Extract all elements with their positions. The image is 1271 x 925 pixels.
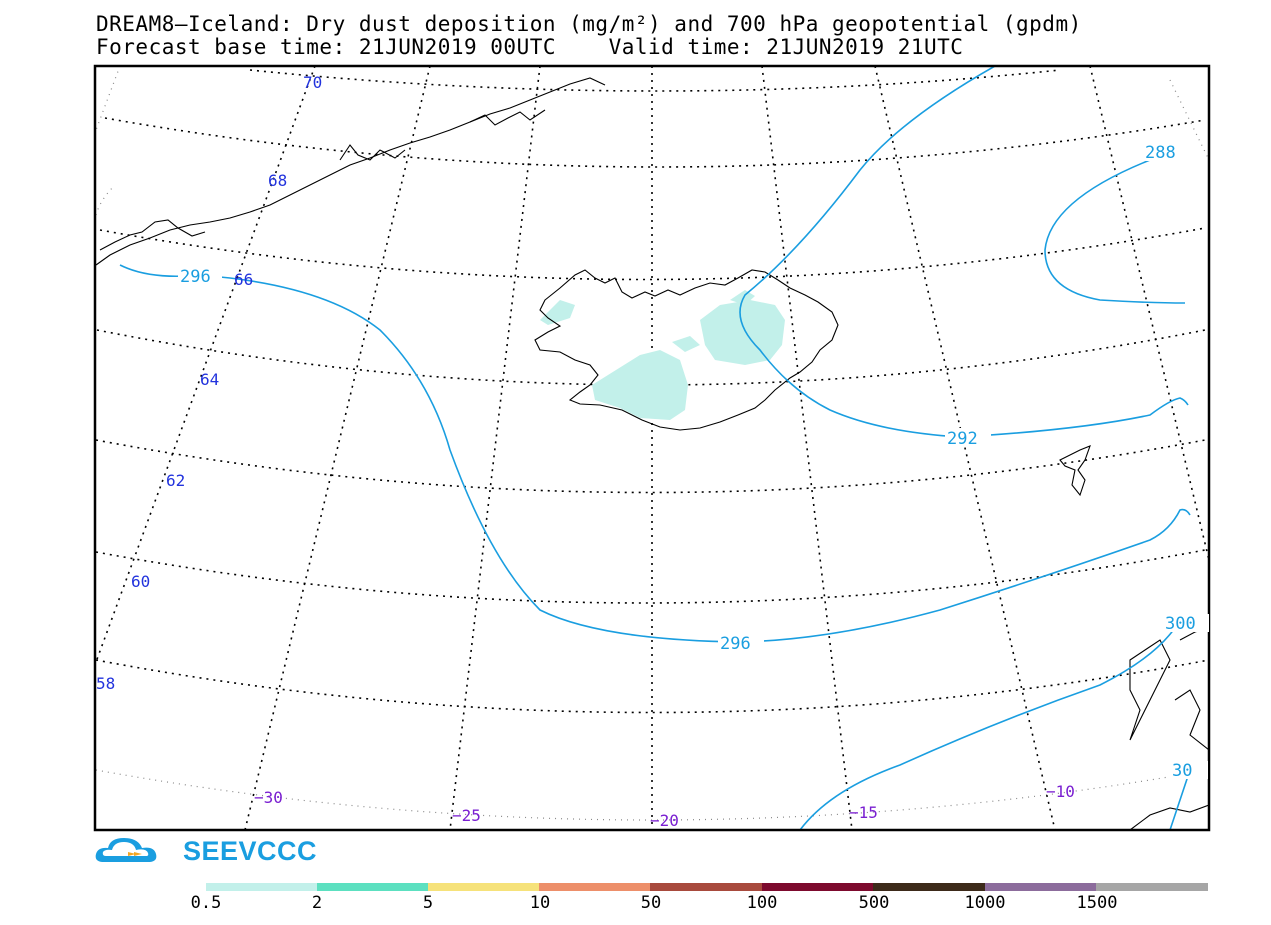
contour-label: 296 bbox=[720, 634, 751, 654]
contour-label: 30 bbox=[1172, 761, 1192, 781]
contour-label: 292 bbox=[947, 429, 978, 449]
coastlines bbox=[95, 77, 1209, 830]
lat-label: 70 bbox=[303, 73, 322, 92]
lat-label: 62 bbox=[166, 471, 185, 490]
colorbar-swatch bbox=[317, 883, 428, 891]
contour-label: 288 bbox=[1145, 143, 1176, 163]
colorbar bbox=[206, 883, 1209, 891]
contour-labels: 296 296 292 288 300 30 bbox=[178, 143, 1209, 781]
lon-label: −30 bbox=[254, 788, 283, 807]
geopotential-contours bbox=[119, 66, 1191, 830]
map-subtitle: Forecast base time: 21JUN2019 00UTC Vali… bbox=[96, 35, 964, 59]
colorbar-label: 10 bbox=[529, 893, 551, 913]
logo-text: SEEVCCC bbox=[183, 836, 318, 866]
lon-label: −15 bbox=[849, 803, 878, 822]
colorbar-swatch bbox=[1096, 883, 1208, 891]
lat-label: 66 bbox=[234, 270, 253, 289]
lat-label: 60 bbox=[131, 572, 150, 591]
map-frame bbox=[93, 64, 1211, 832]
dust-deposition-area bbox=[540, 290, 785, 420]
contour-label: 296 bbox=[180, 267, 211, 287]
colorbar-label: 1000 bbox=[964, 893, 1006, 913]
colorbar-label: 50 bbox=[640, 893, 662, 913]
cloud-logo-icon bbox=[95, 838, 157, 862]
lat-label: 68 bbox=[268, 171, 287, 190]
latitude-gridlines bbox=[95, 69, 1209, 714]
colorbar-swatch bbox=[206, 883, 317, 891]
colorbar-label: 2 bbox=[311, 893, 323, 913]
colorbar-swatch bbox=[650, 883, 762, 891]
lon-label: −20 bbox=[650, 811, 679, 830]
lon-label: −10 bbox=[1046, 782, 1075, 801]
colorbar-swatch bbox=[428, 883, 539, 891]
colorbar-swatch bbox=[539, 883, 650, 891]
colorbar-label: 0.5 bbox=[190, 893, 222, 913]
colorbar-label: 500 bbox=[858, 893, 890, 913]
lat-label: 64 bbox=[200, 370, 219, 389]
colorbar-label: 100 bbox=[746, 893, 778, 913]
latitude-labels: 70 68 66 64 62 60 58 bbox=[96, 73, 322, 693]
colorbar-swatch bbox=[985, 883, 1096, 891]
colorbar-label: 1500 bbox=[1076, 893, 1118, 913]
colorbar-label: 5 bbox=[422, 893, 434, 913]
lat-label: 58 bbox=[96, 674, 115, 693]
longitude-gridlines bbox=[95, 66, 1209, 830]
longitude-labels: −30 −25 −20 −15 −10 bbox=[254, 782, 1075, 830]
contour-label: 300 bbox=[1165, 614, 1196, 634]
colorbar-swatch bbox=[873, 883, 985, 891]
colorbar-swatch bbox=[762, 883, 873, 891]
lon-label: −25 bbox=[452, 806, 481, 825]
map-title: DREAM8–Iceland: Dry dust deposition (mg/… bbox=[96, 12, 1082, 36]
